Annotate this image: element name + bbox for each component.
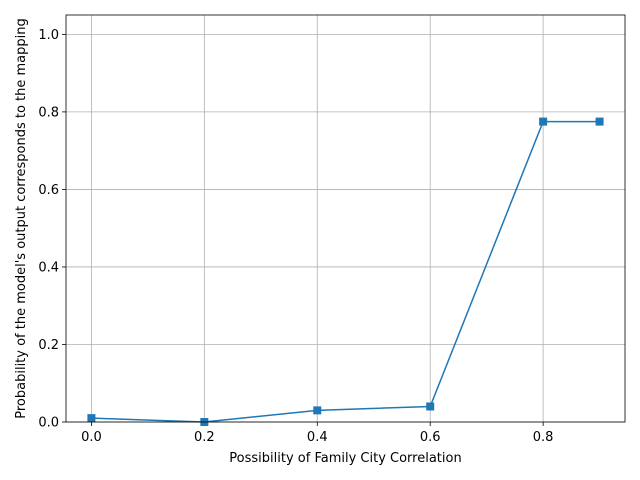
y-tick-label: 0.6 [38,183,59,198]
series-line [91,120,600,423]
y-tick-label: 0.0 [38,416,59,431]
x-tick-label: 0.2 [194,430,215,445]
data-point-marker [426,402,435,411]
x-axis-label: Possibility of Family City Correlation [229,451,461,466]
x-tick-label: 0.8 [533,430,554,445]
grid [66,15,625,423]
y-tick-label: 0.4 [38,260,59,275]
data-series [87,117,604,426]
x-tick-label: 0.0 [81,430,102,445]
x-tick-label: 0.4 [307,430,328,445]
data-point-marker [539,117,548,126]
x-tick-label: 0.6 [420,430,441,445]
y-tick-label: 0.2 [38,338,59,353]
plot-frame [65,14,626,423]
data-point-marker [595,117,604,126]
axis-ticks: 0.0 0.2 0.4 0.6 0.8 0.0 0.2 0.4 0.6 0.8 1.0 [38,28,553,445]
y-tick-label: 1.0 [38,28,59,43]
y-tick-label: 0.8 [38,105,59,120]
data-point-marker [313,406,322,415]
y-axis-label: Probability of the model's output corres… [14,18,29,419]
data-point-marker [87,414,96,423]
